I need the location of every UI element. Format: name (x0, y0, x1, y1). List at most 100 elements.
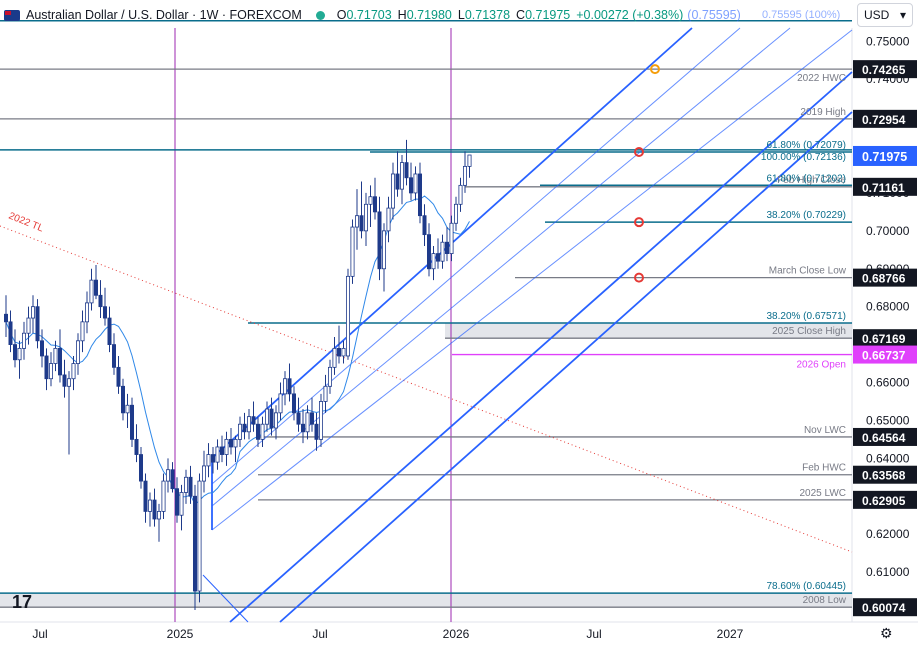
candle-body (112, 344, 117, 368)
candle-body (287, 378, 292, 395)
candle-body (305, 412, 310, 433)
candle (287, 363, 292, 402)
candle-body (323, 385, 328, 402)
candle (282, 371, 287, 406)
candle (76, 333, 81, 375)
candle-body (278, 393, 283, 414)
price-tag-6: 0.71161 (862, 181, 905, 195)
candle (444, 227, 449, 262)
currency-label: USD (864, 8, 890, 22)
level-label-12: 2026 Open (797, 360, 847, 371)
candle-body (85, 302, 90, 323)
candle (314, 412, 319, 451)
y-tick-label-13: 0.62000 (866, 527, 910, 541)
gear-icon[interactable]: ⚙ (880, 625, 893, 641)
candle (44, 348, 49, 391)
candle-body (210, 454, 215, 463)
level-label-5: 100.00% (0.72136) (761, 152, 846, 163)
candle (210, 446, 215, 474)
candle-body (291, 393, 296, 414)
high-value: 0.71980 (406, 8, 452, 22)
candle-body (224, 438, 229, 455)
legend-bar: Australian Dollar / U.S. Dollar · 1W · F… (4, 4, 741, 26)
level-label-3: 2019 High (800, 107, 846, 118)
currency-selector[interactable]: USD ▾ (857, 3, 913, 27)
candle (147, 492, 152, 527)
candle (228, 428, 233, 455)
candle-body (300, 423, 305, 433)
candle (134, 424, 139, 463)
last-price-bg (853, 145, 917, 166)
candle-body (332, 347, 337, 368)
candle-body (462, 165, 467, 186)
candle-body (116, 366, 121, 387)
candle-body (444, 241, 449, 254)
candle (426, 223, 431, 277)
candle (462, 151, 467, 193)
candle-body (121, 385, 126, 414)
candle-body (251, 416, 256, 425)
candle-body (458, 184, 463, 205)
level-label-11: 2025 Close High (772, 326, 846, 337)
candle (300, 409, 305, 444)
candle (386, 196, 391, 243)
candle-body (183, 476, 188, 493)
candle-body (273, 412, 278, 429)
candle-body (260, 423, 265, 440)
candle (251, 401, 256, 432)
candle (58, 329, 63, 383)
candle (260, 416, 265, 447)
open-label: O (336, 8, 347, 22)
candle-body (161, 480, 166, 512)
candle (336, 325, 341, 364)
candle (53, 340, 58, 372)
candle-body (98, 294, 103, 308)
price-tag-bg-11 (853, 329, 917, 348)
price-tag-15: 0.62905 (862, 494, 906, 508)
candle (12, 329, 17, 368)
candle (354, 189, 359, 250)
candle (62, 359, 67, 398)
price-tag-bg-15 (853, 490, 917, 509)
candle (395, 151, 400, 197)
candle (242, 412, 247, 440)
level-label-14: Feb HWC (802, 463, 846, 474)
candle (318, 393, 323, 447)
candle-body (58, 347, 63, 376)
candle (359, 181, 364, 239)
candle-body (40, 340, 45, 357)
low-zone (0, 593, 852, 608)
candle (188, 465, 193, 504)
candle (363, 192, 368, 247)
candle (291, 386, 296, 421)
candle-body (431, 253, 436, 270)
candle (341, 340, 346, 364)
candle-body (377, 211, 382, 270)
candle (431, 246, 436, 281)
low-value: 0.71378 (464, 8, 511, 22)
moving-average-line (5, 195, 470, 505)
symbol-title[interactable]: Australian Dollar / U.S. Dollar · 1W · F… (26, 8, 302, 22)
candle-body (21, 332, 26, 349)
candle-body (318, 401, 323, 440)
candle-body (296, 412, 301, 425)
x-tick-label-2: Jul (312, 627, 327, 641)
candle-body (350, 226, 355, 277)
price-tag-17: 0.60074 (862, 601, 906, 615)
y-tick-label-0: 0.75000 (866, 34, 910, 48)
candle (85, 291, 90, 334)
price-tag-3: 0.72954 (862, 113, 906, 127)
candle (67, 371, 72, 455)
candle (449, 215, 454, 262)
candle-body (76, 340, 81, 364)
price-tag-bg-17 (853, 598, 917, 617)
candle-body (44, 355, 49, 380)
candle (192, 484, 197, 610)
candle-body (404, 162, 409, 179)
candle-body (309, 412, 314, 425)
fib-marker-1 (634, 217, 644, 228)
price-tag-11: 0.67169 (862, 332, 906, 346)
candle (453, 196, 458, 231)
candle-body (125, 404, 130, 414)
